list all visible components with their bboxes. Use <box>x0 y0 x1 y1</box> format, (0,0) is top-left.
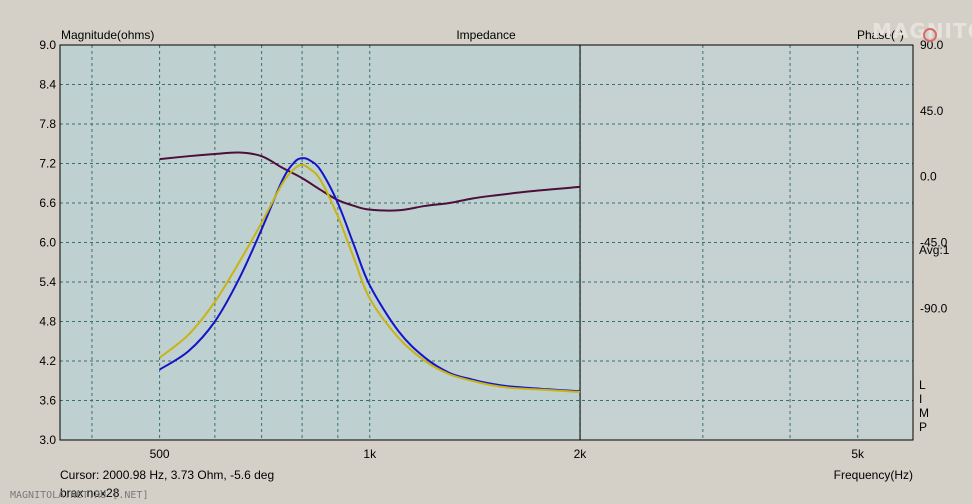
phase-axis-label: Phase(°) <box>857 28 904 42</box>
dataset-name: brax nox28 <box>60 486 120 500</box>
lim-letter: I <box>919 392 922 406</box>
magnitude-tick-label: 9.0 <box>39 38 56 52</box>
magnitude-curve-1 <box>159 157 580 393</box>
phase-curve <box>159 151 580 212</box>
frequency-tick-label: 500 <box>150 447 170 461</box>
magnitude-curve-2 <box>158 163 580 393</box>
chart-title: Impedance <box>456 28 516 42</box>
magnitude-tick-label: 3.6 <box>39 394 56 408</box>
magnitude-tick-label: 5.4 <box>39 275 56 289</box>
phase-tick-labels: 90.0 45.0 0.0 -45.0 -90.0 <box>920 38 948 315</box>
frequency-axis-label: Frequency(Hz) <box>834 468 913 482</box>
magnitude-tick-label: 3.0 <box>39 433 56 447</box>
phase-tick-label: 45.0 <box>920 104 944 118</box>
avg-label: Avg:1 <box>919 243 950 257</box>
watermark-ring-icon <box>923 28 937 42</box>
cursor-readout: Cursor: 2000.98 Hz, 3.73 Ohm, -5.6 deg <box>60 468 274 482</box>
magnitude-tick-label: 6.0 <box>39 236 56 250</box>
footer-note: MAGNITOLA.NET.RU [.NET] <box>10 490 148 501</box>
lim-letter: M <box>919 406 929 420</box>
frequency-tick-labels: 500 1k 2k 5k <box>150 447 865 461</box>
frequency-tick-label: 2k <box>574 447 588 461</box>
magnitude-tick-label: 4.2 <box>39 354 56 368</box>
phase-tick-label: -90.0 <box>920 301 948 315</box>
magnitude-tick-label: 8.4 <box>39 78 56 92</box>
phase-tick-label: 90.0 <box>920 38 944 52</box>
magnitude-axis-label: Magnitude(ohms) <box>61 28 154 42</box>
phase-tick-label: -45.0 <box>920 236 948 250</box>
frequency-tick-label: 5k <box>851 447 865 461</box>
lim-letter: P <box>919 420 927 434</box>
watermark-text: MAGNITOLA <box>872 19 972 43</box>
lim-letter: L <box>919 378 926 392</box>
series-group <box>158 151 580 393</box>
phase-tick-label: 0.0 <box>920 170 937 184</box>
magnitude-tick-label: 6.6 <box>39 196 56 210</box>
magnitude-tick-label: 7.8 <box>39 117 56 131</box>
plot-border <box>59 44 914 441</box>
watermark-logo: MAGNITOLA <box>872 19 972 43</box>
magnitude-tick-label: 4.8 <box>39 315 56 329</box>
frequency-tick-label: 1k <box>363 447 377 461</box>
magnitude-tick-label: 7.2 <box>39 157 56 171</box>
magnitude-tick-labels: 9.0 8.4 7.8 7.2 6.6 6.0 5.4 4.8 4.2 3.6 3.0 <box>39 38 56 447</box>
